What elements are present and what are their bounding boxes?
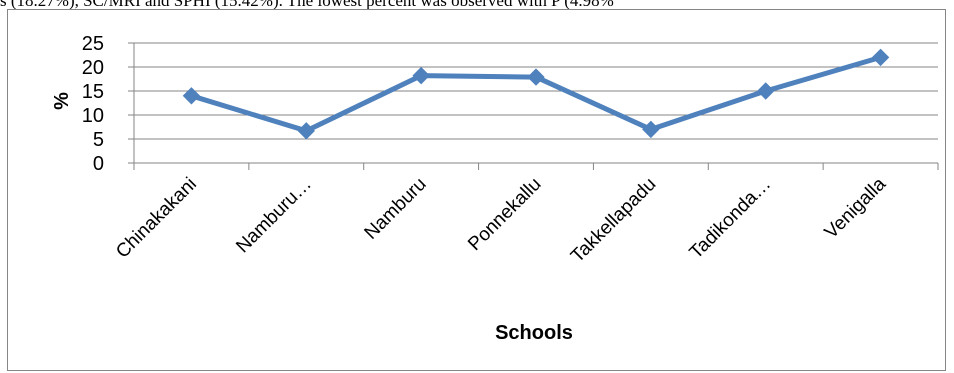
data-point-marker: [182, 87, 201, 105]
y-tick-label: 0: [93, 153, 104, 175]
data-point-marker: [527, 68, 545, 86]
data-point-marker: [297, 122, 315, 140]
x-tick-label: Takkellapadu: [567, 174, 660, 267]
x-tick-label: Ponnekallu: [464, 174, 545, 255]
x-tick-label: Namburu: [361, 174, 431, 244]
data-point-marker: [642, 120, 660, 139]
y-tick-label: 20: [82, 57, 104, 79]
x-tick-label: Tadikonda…: [686, 174, 776, 264]
gridlines: [134, 42, 938, 140]
axes: [128, 42, 939, 170]
y-tick-label: 5: [93, 129, 104, 151]
x-axis-title: Schools: [495, 322, 573, 344]
data-point-marker: [412, 66, 430, 85]
data-point-marker: [757, 82, 775, 100]
y-tick-label: 25: [82, 33, 104, 55]
data-point-marker: [871, 48, 890, 67]
x-tick-label: Namburu…: [232, 174, 316, 258]
series-group: [182, 48, 890, 140]
x-tick-label: Chinakakani: [112, 174, 201, 263]
chart-frame: [7, 9, 946, 371]
y-tick-label: 15: [82, 81, 104, 103]
x-tick-label: Venigalla: [821, 173, 891, 243]
y-tick-label: 10: [82, 105, 104, 127]
x-tick-labels: Chinakakani Namburu… Namburu Ponnekallu Takk…: [112, 173, 890, 267]
y-axis-title: %: [51, 92, 73, 110]
document-text-line: s (18.27%), SC/MRI and SPHI (15.42%). Th…: [0, 0, 614, 10]
